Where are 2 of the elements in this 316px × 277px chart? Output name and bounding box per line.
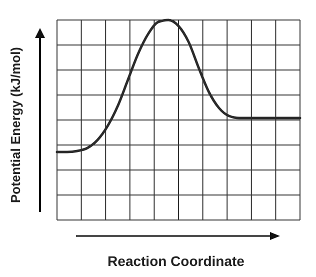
x-axis-title: Reaction Coordinate [108,253,245,269]
y-axis-title: Potential Energy (kJ/mol) [8,46,23,204]
